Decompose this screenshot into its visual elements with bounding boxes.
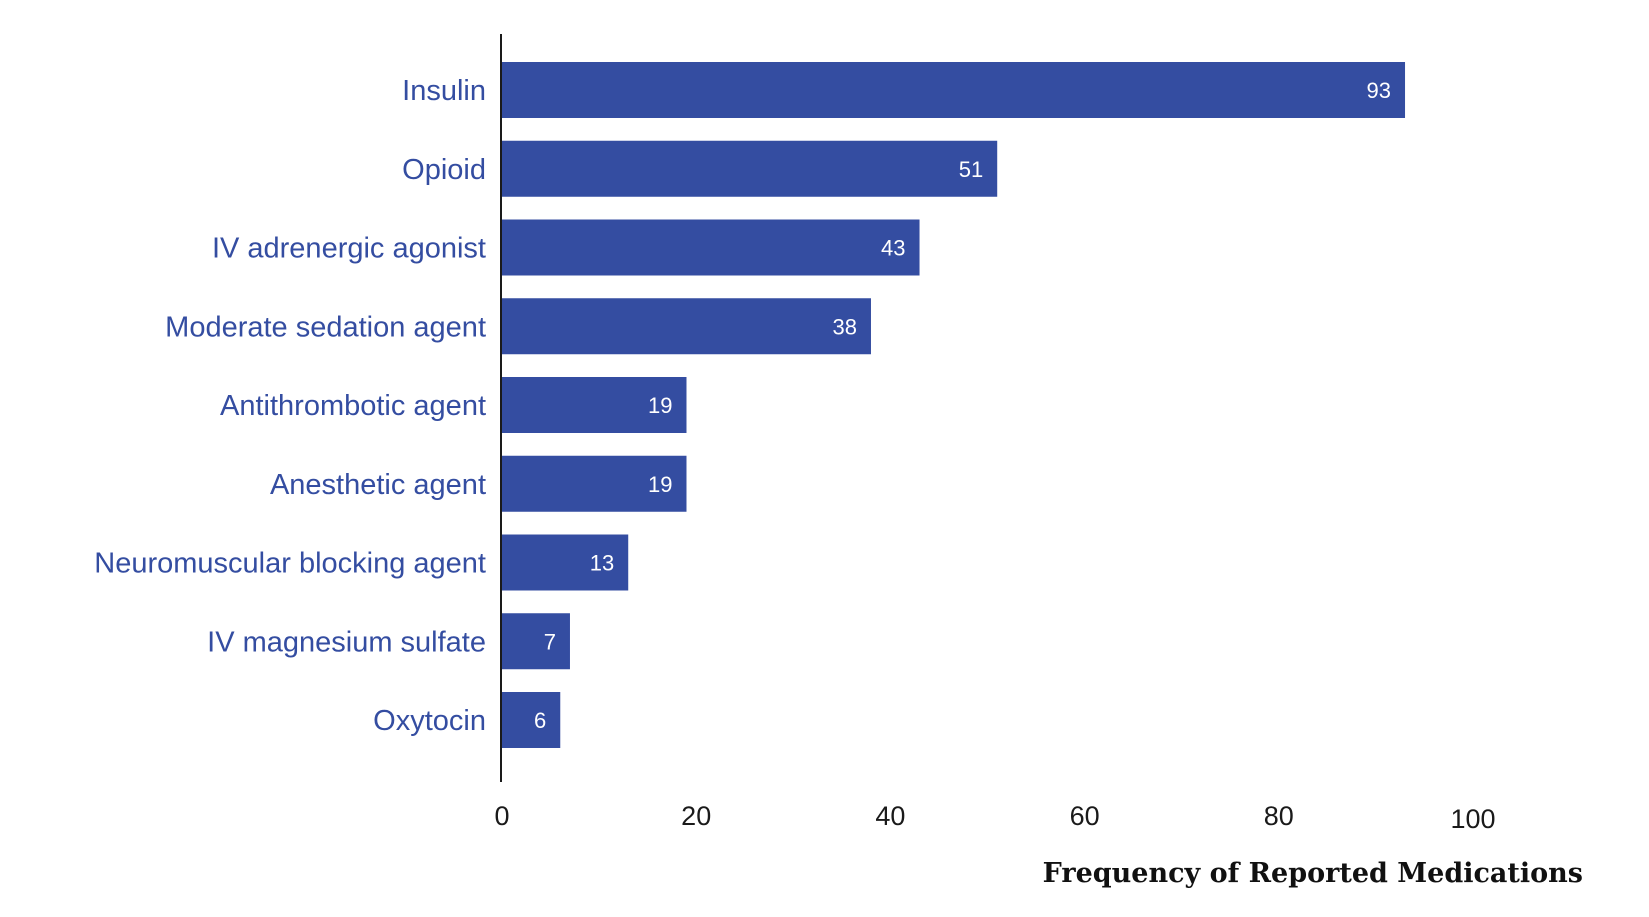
value-label-iv-adrenergic-agonist: 43 <box>881 236 905 261</box>
category-label-neuromuscular-blocking-agent: Neuromuscular blocking agent <box>94 548 486 580</box>
x-tick-label-20: 20 <box>681 801 711 831</box>
value-label-moderate-sedation-agent: 38 <box>832 314 856 339</box>
value-labels-group: 93 51 43 38 19 19 13 7 6 <box>534 78 1391 733</box>
bar-opioid <box>502 140 998 197</box>
value-label-anesthetic-agent: 19 <box>648 472 672 497</box>
category-label-insulin: Insulin <box>402 75 486 107</box>
x-axis-title: Frequency of Reported Medications <box>1043 858 1583 889</box>
category-label-anesthetic-agent: Anesthetic agent <box>270 469 486 501</box>
bar-insulin <box>502 62 1406 118</box>
bar-anesthetic-agent <box>502 455 687 512</box>
value-label-oxytocin: 6 <box>534 708 546 733</box>
value-label-antithrombotic-agent: 19 <box>648 393 672 418</box>
x-tick-label-60: 60 <box>1070 801 1100 831</box>
x-tick-label-80: 80 <box>1264 801 1294 831</box>
value-label-neuromuscular-blocking-agent: 13 <box>590 551 614 576</box>
category-labels-group: Insulin Opioid IV adrenergic agonist Modera… <box>94 75 486 737</box>
bar-neuromuscular-blocking-agent <box>502 534 629 591</box>
category-label-antithrombotic-agent: Antithrombotic agent <box>220 390 486 422</box>
category-label-oxytocin: Oxytocin <box>373 705 486 737</box>
x-tick-label-0: 0 <box>494 801 509 831</box>
bar-antithrombotic-agent <box>502 377 687 433</box>
category-label-moderate-sedation-agent: Moderate sedation agent <box>165 311 486 343</box>
category-label-iv-magnesium-sulfate: IV magnesium sulfate <box>207 626 486 658</box>
bars-group <box>502 62 1406 748</box>
x-tick-labels-group: 0 20 40 60 80 100 <box>494 801 1495 834</box>
bar-iv-magnesium-sulfate <box>502 613 570 670</box>
value-label-iv-magnesium-sulfate: 7 <box>544 629 556 654</box>
x-tick-label-100: 100 <box>1450 804 1495 834</box>
bar-oxytocin <box>502 692 561 748</box>
bar-moderate-sedation-agent <box>502 298 871 355</box>
value-label-insulin: 93 <box>1367 78 1391 103</box>
value-label-opioid: 51 <box>959 157 983 182</box>
category-label-opioid: Opioid <box>402 154 486 186</box>
category-label-iv-adrenergic-agonist: IV adrenergic agonist <box>212 233 486 265</box>
bar-iv-adrenergic-agonist <box>502 219 920 276</box>
x-tick-label-40: 40 <box>875 801 905 831</box>
